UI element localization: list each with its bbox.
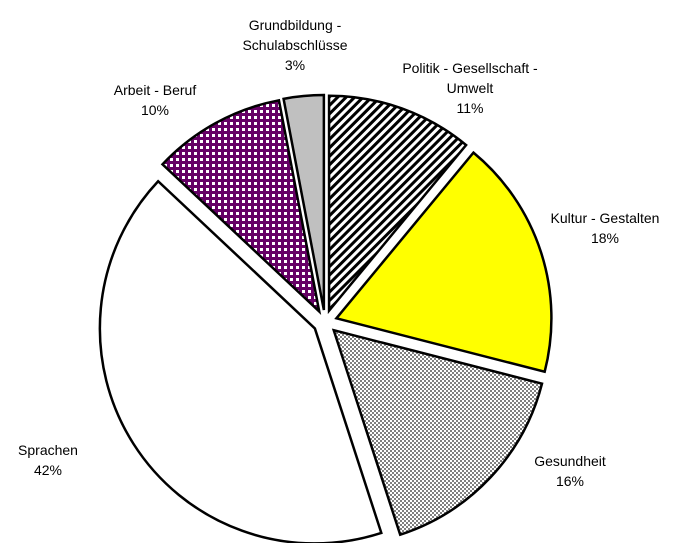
- slice-label: Sprachen 42%: [0, 440, 98, 480]
- slice-label: Politik - Gesellschaft - Umwelt 11%: [383, 58, 558, 118]
- category-label: Sprachen: [18, 442, 78, 458]
- pie-slice: [327, 94, 468, 315]
- category-label: Kultur - Gestalten: [550, 210, 660, 226]
- slice-label: Grundbildung - Schulabschlüsse 3%: [220, 15, 370, 75]
- pie-slice: [334, 150, 553, 374]
- category-label: Gesundheit: [534, 453, 606, 469]
- value-label: 3%: [284, 57, 306, 73]
- pie-slice: [331, 328, 544, 537]
- value-label: 11%: [456, 100, 484, 116]
- value-label: 10%: [140, 102, 170, 118]
- value-label: 18%: [590, 230, 620, 246]
- slice-label: Kultur - Gestalten 18%: [525, 208, 685, 248]
- category-label: Politik - Gesellschaft - Umwelt: [402, 60, 538, 96]
- pie-slice: [98, 179, 383, 543]
- value-label: 16%: [555, 473, 585, 489]
- slice-label: Gesundheit 16%: [500, 451, 640, 491]
- category-label: Arbeit - Beruf: [113, 82, 197, 98]
- pie-slice: [160, 98, 322, 316]
- slice-label: Arbeit - Beruf 10%: [95, 80, 215, 120]
- value-label: 42%: [33, 462, 63, 478]
- pie-slice: [282, 93, 326, 311]
- category-label: Grundbildung - Schulabschlüsse: [242, 17, 348, 53]
